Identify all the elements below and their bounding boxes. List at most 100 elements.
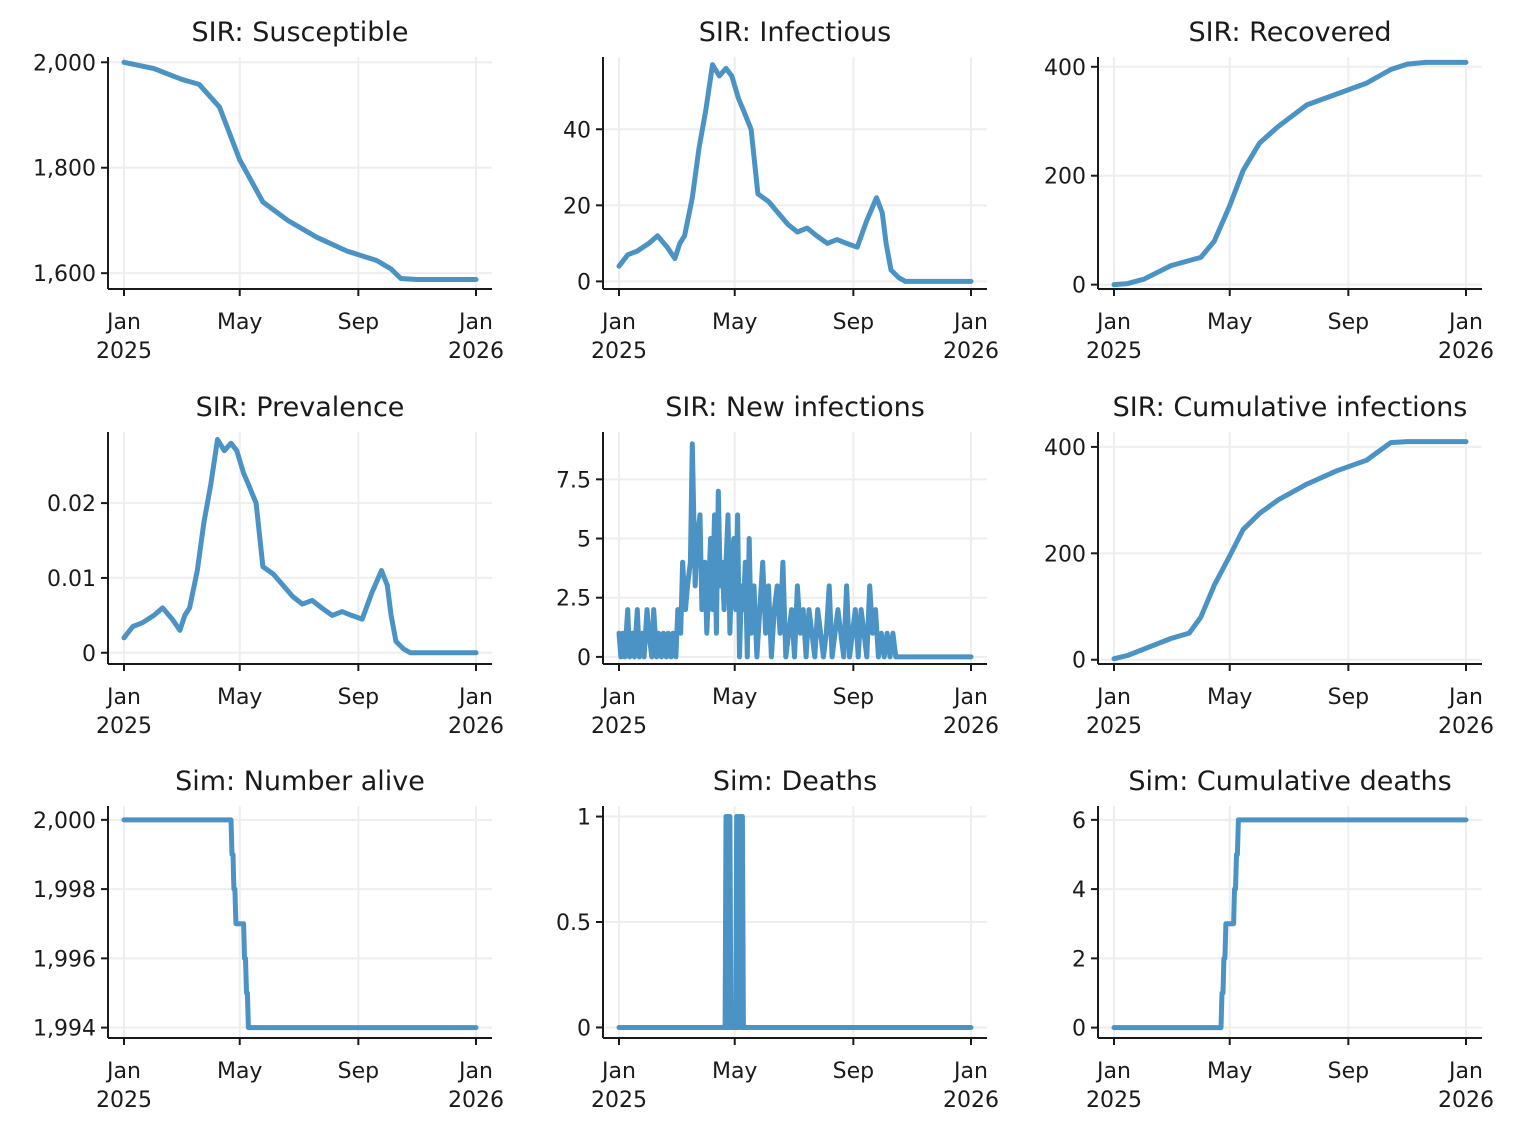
y-tick-label: 6 [1072,809,1086,834]
y-tick-label: 0 [577,1016,591,1041]
x-tick-label-year: 2025 [591,1088,647,1113]
x-tick-label-year: 2025 [1086,714,1142,739]
x-tick-label: Sep [833,1059,874,1084]
subplot-9: 0 2 4 6 Jan 2025 May Sep Jan 2026 Sim: Cumulative … [1072,766,1494,1113]
subplot-2: 0 20 40 Jan 2025 May Sep Jan 2026 SIR: Infectious [563,17,999,364]
x-tick-label: Sep [833,685,874,710]
x-tick-label: May [712,310,757,335]
x-tick-label-year: 2025 [1086,339,1142,364]
y-tick-label: 0.01 [47,567,96,592]
x-tick-label: Jan [1447,685,1483,710]
x-tick-label-year: 2026 [1438,714,1494,739]
x-tick-label: Sep [1328,310,1369,335]
y-tick-label: 1,998 [33,878,96,903]
y-tick-label: 0 [82,642,96,667]
y-tick-label: 2,000 [33,51,96,76]
subplot-title: SIR: Cumulative infections [1113,392,1468,423]
subplot-title: Sim: Deaths [713,766,877,797]
x-tick-label: Jan [105,685,141,710]
x-tick-label-year: 2026 [448,339,504,364]
x-tick-label: Jan [1095,310,1131,335]
subplot-1: 1,600 1,800 2,000 Jan 2025 May Sep Jan 2026 SIR: … [33,17,504,364]
y-tick-label: 0.5 [556,911,591,936]
y-tick-label: 1,994 [33,1017,96,1042]
y-tick-label: 200 [1044,542,1086,567]
x-tick-label-year: 2025 [591,714,647,739]
y-tick-label: 1 [577,806,591,831]
x-tick-label: May [217,1059,262,1084]
y-tick-label: 1,800 [33,157,96,182]
y-tick-label: 40 [563,118,591,143]
y-tick-label: 2,000 [33,809,96,834]
x-tick-label: Jan [105,1059,141,1084]
y-tick-label: 200 [1044,165,1086,190]
subplot-6: 0 200 400 Jan 2025 May Sep Jan 2026 SIR: Cumulati… [1044,392,1494,739]
x-tick-label: Sep [833,310,874,335]
y-tick-label: 0.02 [47,492,96,517]
y-tick-label: 0 [1072,649,1086,674]
subplot-title: SIR: Recovered [1188,17,1391,48]
subplot-title: SIR: Infectious [699,17,892,48]
x-tick-label: Sep [1328,685,1369,710]
x-tick-label-year: 2026 [943,1088,999,1113]
y-tick-label: 0 [1072,1017,1086,1042]
y-tick-label: 400 [1044,56,1086,81]
y-tick-label: 400 [1044,436,1086,461]
y-tick-label: 0 [577,270,591,295]
series-line-1 [1111,817,1469,1031]
series-line-1 [121,817,479,1031]
x-tick-label: Jan [952,1059,988,1084]
subplot-title: SIR: Prevalence [196,392,405,423]
series-line-1 [1111,59,1469,288]
y-tick-label: 20 [563,194,591,219]
x-tick-label-year: 2026 [1438,339,1494,364]
x-tick-label-year: 2026 [448,714,504,739]
subplot-8: 0 0.5 1 Jan 2025 May Sep Jan 2026 Sim: Deaths [556,766,999,1113]
x-tick-label: Jan [1095,685,1131,710]
x-tick-label: May [712,1059,757,1084]
series-line-1 [616,441,974,660]
y-tick-label: 7.5 [556,468,591,493]
x-tick-label-year: 2025 [1086,1088,1142,1113]
subplot-7: 1,994 1,996 1,998 2,000 Jan 2025 May Sep Jan 2026… [33,766,504,1113]
x-tick-label-year: 2026 [1438,1088,1494,1113]
x-tick-label: May [1207,310,1252,335]
x-tick-label: Sep [338,685,379,710]
x-tick-label: Sep [338,1059,379,1084]
x-tick-label: May [1207,1059,1252,1084]
y-tick-label: 4 [1072,878,1086,903]
y-tick-label: 2.5 [556,587,591,612]
series-line-1 [121,437,479,656]
x-tick-label: May [217,310,262,335]
x-tick-label: May [712,685,757,710]
x-tick-label-year: 2026 [943,714,999,739]
y-tick-label: 0 [1072,274,1086,299]
y-tick-label: 5 [577,528,591,553]
x-tick-label: May [1207,685,1252,710]
x-tick-label-year: 2025 [591,339,647,364]
x-tick-label: Jan [600,685,636,710]
x-tick-label: Sep [1328,1059,1369,1084]
x-tick-label: Jan [600,1059,636,1084]
y-tick-label: 1,996 [33,947,96,972]
x-tick-label: Jan [1447,1059,1483,1084]
subplot-title: Sim: Cumulative deaths [1128,766,1451,797]
subplot-title: Sim: Number alive [175,766,425,797]
y-tick-label: 1,600 [33,262,96,287]
subplot-title: SIR: Susceptible [192,17,409,48]
x-tick-label: Jan [457,310,493,335]
x-tick-label: Jan [952,685,988,710]
series-line-1 [616,62,974,284]
x-tick-label-year: 2025 [96,1088,152,1113]
x-tick-label: Jan [1447,310,1483,335]
x-tick-label-year: 2026 [943,339,999,364]
series-line-1 [616,814,974,1030]
x-tick-label-year: 2025 [96,714,152,739]
x-tick-label: Jan [105,310,141,335]
x-tick-label: Jan [600,310,636,335]
series-line-1 [121,59,479,282]
subplot-5: 0 2.5 5 7.5 Jan 2025 May Sep Jan 2026 SIR: New inf… [556,392,999,739]
x-tick-label: Jan [457,685,493,710]
